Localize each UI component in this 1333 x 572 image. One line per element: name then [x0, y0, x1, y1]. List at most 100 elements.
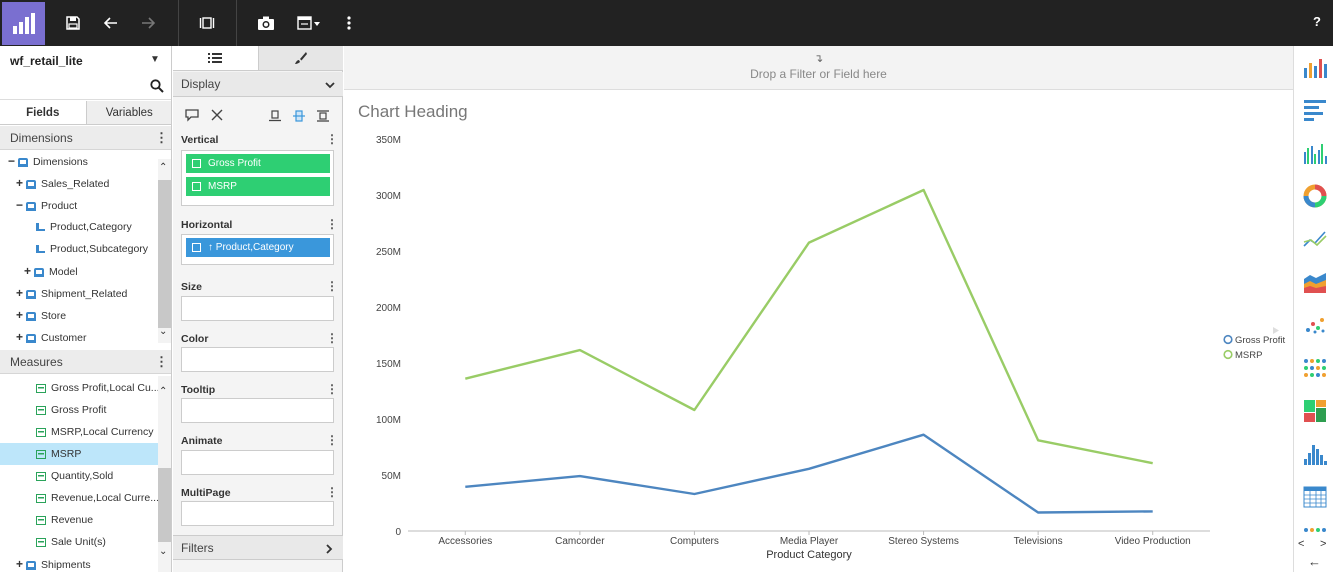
datasource-name[interactable]: wf_retail_lite: [10, 54, 83, 68]
vertical-menu-icon[interactable]: ⋮: [326, 132, 338, 146]
grouped-bar-chart-icon[interactable]: [1302, 140, 1328, 166]
tree-item[interactable]: + Customer: [0, 326, 158, 348]
dot-matrix-chart-icon[interactable]: [1302, 355, 1328, 381]
tree-item[interactable]: − Dimensions: [0, 150, 158, 172]
datasource-dropdown-icon[interactable]: ▼: [150, 54, 160, 65]
vertical-bucket[interactable]: Gross Profit MSRP: [181, 150, 334, 206]
tree-item[interactable]: + Sales_Related: [0, 172, 158, 194]
tab-fields[interactable]: Fields: [0, 101, 87, 124]
size-menu-icon[interactable]: ⋮: [326, 279, 338, 293]
multipage-bucket[interactable]: [181, 501, 334, 526]
expand-icon[interactable]: +: [16, 330, 24, 344]
legend-marker[interactable]: [1223, 349, 1233, 360]
help-button[interactable]: ?: [1313, 14, 1321, 29]
series-line[interactable]: [465, 433, 1153, 514]
tree-item[interactable]: Gross Profit,Local Cu...: [0, 377, 160, 399]
more-charts-icon[interactable]: [1302, 524, 1328, 536]
app-logo-icon[interactable]: [2, 2, 45, 45]
treemap-chart-icon[interactable]: [1302, 398, 1328, 424]
tree-item[interactable]: Revenue,Local Curre...: [0, 487, 159, 509]
align-top-icon[interactable]: [317, 110, 329, 122]
chevron-right-icon[interactable]: [325, 536, 333, 563]
horizontal-bucket[interactable]: ↑ Product,Category: [181, 234, 334, 265]
donut-chart-icon[interactable]: [1302, 183, 1328, 209]
expand-icon[interactable]: +: [16, 286, 24, 300]
multipage-menu-icon[interactable]: ⋮: [326, 485, 338, 499]
vertical-field-pill[interactable]: Gross Profit: [186, 154, 330, 173]
chart-canvas[interactable]: [344, 90, 1293, 572]
field-search[interactable]: [0, 76, 171, 100]
dimensions-menu-icon[interactable]: ⋮: [155, 130, 168, 145]
horizontal-bar-chart-icon[interactable]: [1302, 97, 1328, 123]
collapse-icon[interactable]: −: [16, 198, 24, 212]
clear-icon[interactable]: [210, 108, 224, 122]
tree-item[interactable]: MSRP,Local Currency: [0, 421, 158, 443]
animate-menu-icon[interactable]: ⋮: [326, 433, 338, 447]
collapse-icon[interactable]: −: [8, 154, 16, 168]
legend-marker[interactable]: [1223, 334, 1233, 345]
undo-icon[interactable]: [98, 10, 124, 36]
tree-item[interactable]: + Shipment_Related: [0, 282, 158, 304]
chevron-down-icon[interactable]: [325, 72, 335, 99]
scroll-up-icon[interactable]: ⌃: [159, 386, 168, 397]
horizontal-menu-icon[interactable]: ⋮: [326, 217, 338, 231]
tree-item[interactable]: Product,Category: [0, 216, 158, 238]
tree-item[interactable]: Gross Profit: [0, 399, 158, 421]
expand-icon[interactable]: +: [16, 308, 24, 322]
table-grid-icon[interactable]: [1302, 484, 1328, 510]
scatter-chart-icon[interactable]: [1302, 312, 1328, 338]
tree-item[interactable]: − Product: [0, 194, 158, 216]
color-bucket[interactable]: [181, 347, 334, 372]
series-line[interactable]: [465, 188, 1153, 465]
tab-format[interactable]: [257, 46, 343, 71]
page-layout-dropdown-icon[interactable]: [295, 10, 325, 36]
vertical-field-pill[interactable]: MSRP: [186, 177, 330, 196]
search-icon[interactable]: [150, 79, 164, 96]
area-chart-icon[interactable]: [1302, 269, 1328, 295]
more-options-icon[interactable]: [336, 10, 362, 36]
legend-label[interactable]: Gross Profit: [1235, 335, 1286, 346]
save-icon[interactable]: [60, 10, 86, 36]
tree-item[interactable]: Product,Subcategory: [0, 238, 158, 260]
redo-icon[interactable]: [135, 10, 161, 36]
collapse-panel-icon[interactable]: ←: [1308, 554, 1321, 569]
dimensions-scroll-thumb[interactable]: [158, 180, 171, 328]
scroll-down-icon[interactable]: ⌄: [159, 546, 168, 557]
tree-item[interactable]: Revenue: [0, 509, 158, 531]
tab-variables[interactable]: Variables: [86, 101, 171, 124]
tree-item[interactable]: + Model: [0, 260, 158, 282]
line-chart[interactable]: 0 50M 100M 150M 200M 250M 300M 350M Accessories C…: [344, 90, 1293, 572]
align-center-icon[interactable]: [293, 110, 305, 122]
tree-item[interactable]: Sale Unit(s): [0, 531, 158, 553]
scroll-down-icon[interactable]: ⌄: [159, 326, 168, 337]
chevron-right-icon[interactable]: >: [1320, 538, 1327, 550]
measures-header[interactable]: Measures ⋮: [0, 350, 171, 374]
tooltip-bucket[interactable]: [181, 398, 334, 423]
filter-drop-zone[interactable]: ↴ Drop a Filter or Field here: [344, 46, 1293, 90]
annotate-icon[interactable]: [185, 108, 199, 122]
legend-label[interactable]: MSRP: [1235, 350, 1262, 361]
vertical-bar-chart-icon[interactable]: [1302, 54, 1328, 80]
tab-query-list[interactable]: [173, 46, 258, 71]
align-bottom-icon[interactable]: [269, 110, 281, 122]
expand-icon[interactable]: +: [24, 264, 32, 278]
line-chart-icon[interactable]: [1302, 226, 1328, 252]
measures-menu-icon[interactable]: ⋮: [155, 354, 168, 369]
filters-section-header[interactable]: Filters: [173, 535, 343, 560]
animate-bucket[interactable]: [181, 450, 334, 475]
expand-icon[interactable]: +: [16, 176, 24, 190]
frame-icon[interactable]: [194, 10, 220, 36]
horizontal-field-pill[interactable]: ↑ Product,Category: [186, 238, 330, 257]
chart-heading[interactable]: Chart Heading: [358, 102, 468, 121]
tree-item[interactable]: Quantity,Sold: [0, 465, 158, 487]
display-section-header[interactable]: Display: [173, 72, 343, 97]
dimensions-header[interactable]: Dimensions ⋮: [0, 126, 171, 150]
tree-item[interactable]: + Shipments: [0, 553, 158, 572]
tree-item[interactable]: MSRP: [0, 443, 158, 465]
camera-icon[interactable]: [253, 10, 279, 36]
expand-icon[interactable]: +: [16, 557, 24, 571]
measures-scroll-thumb[interactable]: [158, 468, 171, 542]
tree-item[interactable]: + Store: [0, 304, 158, 326]
scroll-up-icon[interactable]: ⌃: [159, 162, 168, 173]
histogram-chart-icon[interactable]: [1302, 441, 1328, 467]
